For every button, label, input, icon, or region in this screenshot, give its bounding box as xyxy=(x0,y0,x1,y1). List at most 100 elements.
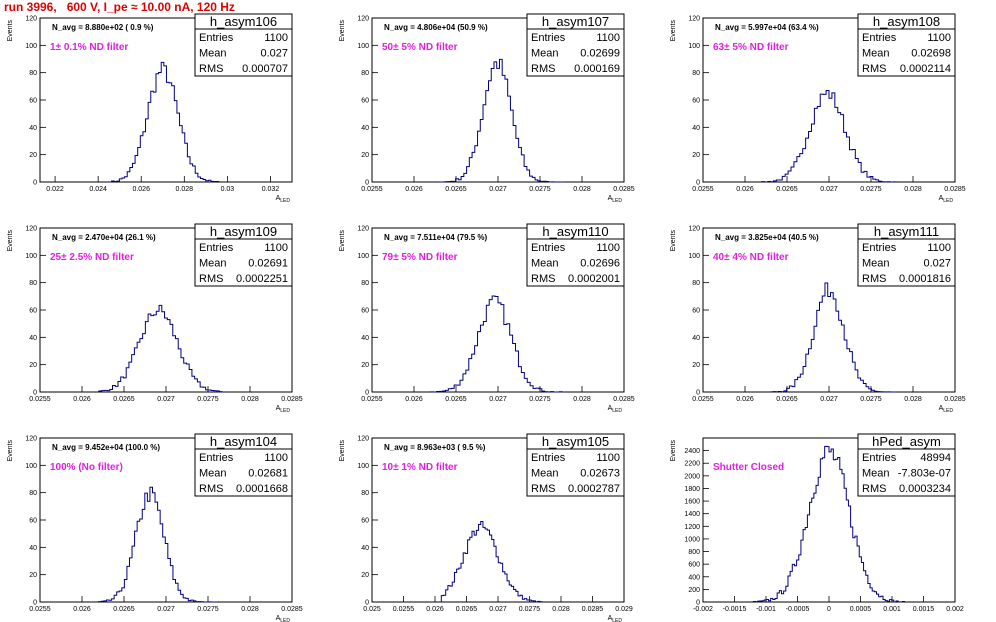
stats-key: Entries xyxy=(862,242,897,254)
stats-value: 1100 xyxy=(927,32,951,44)
navg-label: N_avg = 5.997e+04 (63.4 %) xyxy=(715,23,819,32)
x-tick-label: 0.028 xyxy=(552,606,570,613)
filter-label: 25± 2.5% ND filter xyxy=(50,252,134,263)
y-tick-label: 40 xyxy=(29,545,37,552)
page-title: run 3996, 600 V, I_pe ≈ 10.00 nA, 120 Hz xyxy=(4,0,235,14)
y-tick-label: 120 xyxy=(25,226,37,233)
x-tick-label: 0.028 xyxy=(573,186,591,193)
stats-value: 1100 xyxy=(596,242,620,254)
stats-key: RMS xyxy=(531,63,555,75)
y-tick-label: 80 xyxy=(29,490,37,497)
stats-key: RMS xyxy=(531,483,555,495)
y-tick-label: 20 xyxy=(29,572,37,579)
x-tick-label: 0.0265 xyxy=(456,606,478,613)
stats-value: -7.803e-07 xyxy=(898,468,951,480)
stats-key: RMS xyxy=(531,273,555,285)
stats-box xyxy=(194,13,293,77)
y-tick-label: 100 xyxy=(25,43,37,50)
y-tick-label: 120 xyxy=(357,16,369,23)
x-tick-label: 0.025 xyxy=(363,606,381,613)
y-tick-label: 40 xyxy=(692,125,700,132)
stats-key: RMS xyxy=(862,273,886,285)
y-tick-label: 200 xyxy=(688,587,700,594)
stats-value: 1100 xyxy=(927,242,951,254)
filter-label: 10± 1% ND filter xyxy=(382,462,458,473)
x-tick-label: 0.0275 xyxy=(197,606,219,613)
x-tick-label: -0.001 xyxy=(756,606,776,613)
y-tick-label: 600 xyxy=(688,562,700,569)
stats-key: Entries xyxy=(862,32,897,44)
x-tick-label: 0.0275 xyxy=(197,396,219,403)
histogram-line xyxy=(761,90,897,183)
histogram-panel: 0 200 400 600 800 1000 1200 1400 1600 1800 2000 220… xyxy=(670,433,964,613)
stats-box xyxy=(526,433,625,497)
stats-key: Mean xyxy=(862,48,890,60)
stats-value: 0.0002001 xyxy=(568,273,620,285)
y-axis-label: Events xyxy=(670,440,677,462)
x-tick-label: 0.0255 xyxy=(692,396,714,403)
histogram-panel: 0 20 40 60 80 100 120 0.0255 0.026 0.0265 0.027 0.0… xyxy=(670,13,966,204)
y-tick-label: 60 xyxy=(361,518,369,525)
x-tick-label: 0.0015 xyxy=(913,606,935,613)
stats-value: 0.0002787 xyxy=(568,483,620,495)
x-tick-label: 0.026 xyxy=(132,186,150,193)
y-tick-label: 400 xyxy=(688,574,700,581)
x-axis-label: ALED xyxy=(939,195,954,204)
x-axis-label: ALED xyxy=(276,405,291,414)
x-tick-label: 0.0255 xyxy=(692,186,714,193)
x-tick-label: 0.027 xyxy=(157,396,175,403)
y-tick-label: 120 xyxy=(688,16,700,23)
y-tick-label: 0 xyxy=(365,180,369,187)
y-tick-label: 2200 xyxy=(684,461,700,468)
y-tick-label: 60 xyxy=(692,308,700,315)
stats-value: 1100 xyxy=(264,32,288,44)
y-tick-label: 0 xyxy=(33,390,37,397)
y-tick-label: 100 xyxy=(25,253,37,260)
y-tick-label: 60 xyxy=(29,518,37,525)
x-tick-label: 0.026 xyxy=(73,606,91,613)
x-tick-label: 0.022 xyxy=(46,186,64,193)
x-tick-label: 0.026 xyxy=(426,606,444,613)
y-axis-label: Events xyxy=(670,230,677,252)
histogram-name: h_asym109 xyxy=(210,224,277,239)
stats-value: 0.02681 xyxy=(248,468,288,480)
x-tick-label: 0.0255 xyxy=(361,186,383,193)
stats-key: Mean xyxy=(199,258,227,270)
x-tick-label: 0.028 xyxy=(573,396,591,403)
y-tick-label: 20 xyxy=(361,362,369,369)
x-tick-label: 0.028 xyxy=(904,186,922,193)
x-tick-label: 0.0255 xyxy=(29,396,51,403)
stats-key: RMS xyxy=(862,483,886,495)
x-tick-label: 0.026 xyxy=(405,186,423,193)
x-axis-label: ALED xyxy=(276,615,291,622)
y-tick-label: 100 xyxy=(357,43,369,50)
y-axis-label: Events xyxy=(670,20,677,42)
x-tick-label: 0.0285 xyxy=(582,606,604,613)
histogram-name: h_asym105 xyxy=(542,434,609,449)
y-tick-label: 0 xyxy=(696,600,700,607)
x-tick-label: 0.029 xyxy=(615,606,633,613)
x-tick-label: 0.028 xyxy=(904,396,922,403)
y-tick-label: 40 xyxy=(29,125,37,132)
y-tick-label: 0 xyxy=(33,600,37,607)
x-tick-label: 0.026 xyxy=(405,396,423,403)
x-tick-label: 0.028 xyxy=(241,606,259,613)
histogram-name: h_asym107 xyxy=(542,14,609,29)
y-tick-label: 20 xyxy=(692,152,700,159)
x-axis-label: ALED xyxy=(276,195,291,204)
stats-value: 0.000707 xyxy=(242,63,288,75)
y-axis-label: Events xyxy=(7,440,14,462)
filter-label: 50± 5% ND filter xyxy=(382,42,458,53)
stats-key: RMS xyxy=(199,63,223,75)
x-tick-label: 0.0275 xyxy=(529,396,551,403)
stats-key: Mean xyxy=(531,48,559,60)
stats-key: Entries xyxy=(531,242,566,254)
y-axis-label: Events xyxy=(339,230,346,252)
navg-label: N_avg = 3.825e+04 (40.5 %) xyxy=(715,233,819,242)
navg-label: N_avg = 8.963e+03 ( 9.5 %) xyxy=(384,443,486,452)
y-tick-label: 20 xyxy=(29,152,37,159)
stats-value: 0.027 xyxy=(260,48,288,60)
stats-key: Mean xyxy=(531,468,559,480)
x-tick-label: 0.0285 xyxy=(613,186,635,193)
